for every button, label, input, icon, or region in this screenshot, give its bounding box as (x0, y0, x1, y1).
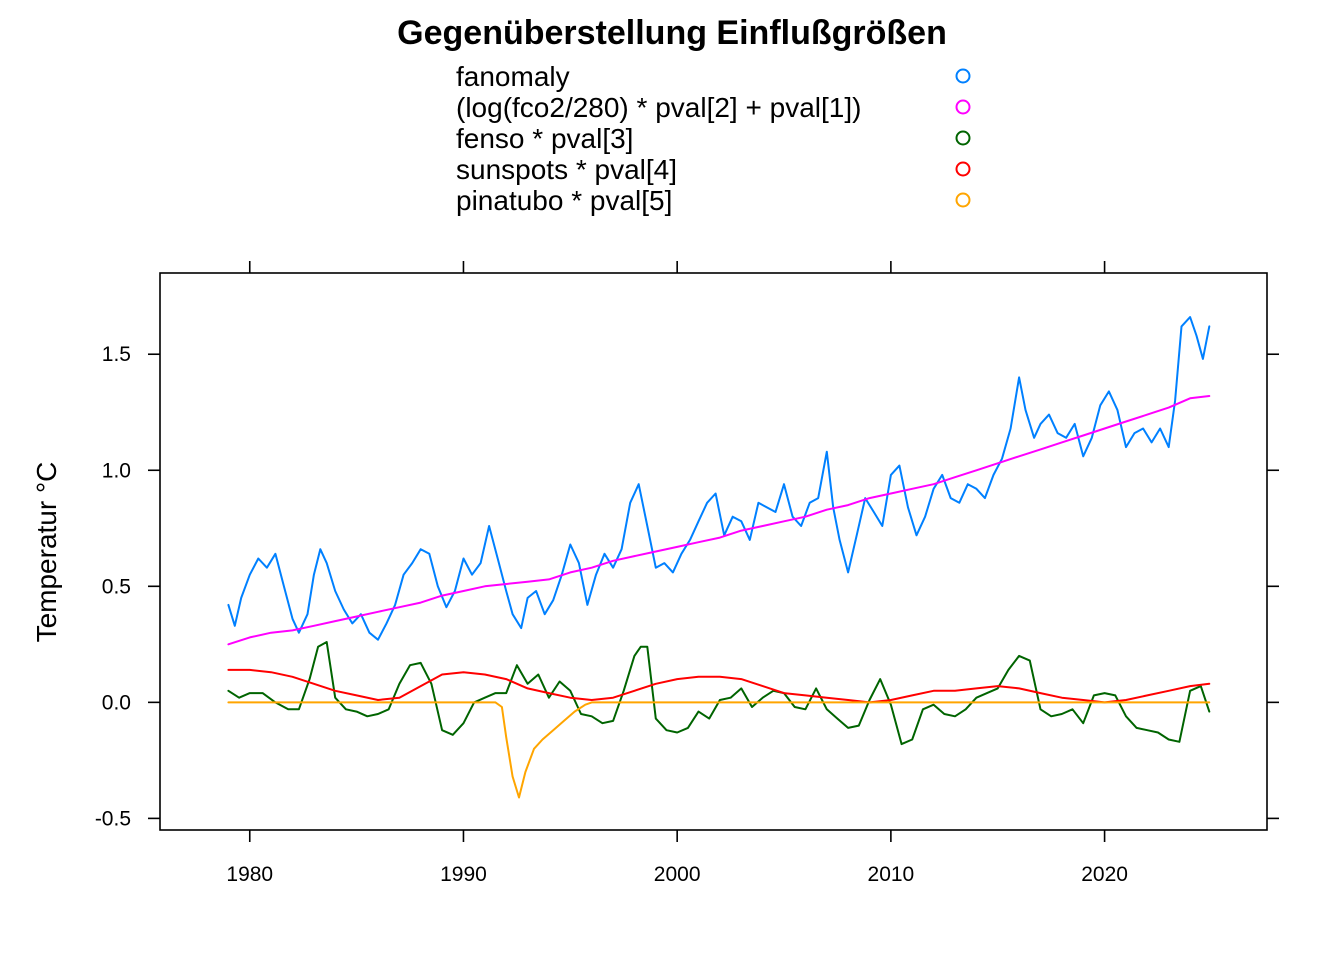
legend-label-2: fenso * pval[3] (456, 123, 633, 154)
series-line-0 (227, 316, 1211, 641)
y-tick-label: 0.0 (102, 691, 131, 714)
series-line-3 (227, 668, 1211, 704)
x-tick-label: 2020 (1081, 863, 1128, 886)
legend-label-4: pinatubo * pval[5] (456, 185, 672, 216)
y-tick-label: 1.0 (102, 459, 131, 482)
x-tick-label: 1990 (440, 863, 487, 886)
y-axis-label: Temperatur °C (31, 462, 62, 643)
series-line-4 (227, 701, 1211, 799)
legend-marker-3 (955, 161, 971, 177)
series-line-1 (227, 395, 1211, 646)
series-line-2 (227, 641, 1211, 746)
legend-label-0: fanomaly (456, 61, 570, 92)
legend-marker-1 (955, 99, 971, 115)
y-tick-label: 1.5 (102, 343, 131, 366)
legend: fanomaly(log(fco2/280) * pval[2] + pval[… (456, 61, 971, 216)
y-tick-label: -0.5 (95, 807, 131, 830)
plot-frame (159, 272, 1268, 831)
legend-marker-4 (955, 192, 971, 208)
y-tick-label: 0.5 (102, 575, 131, 598)
x-tick-label: 1980 (226, 863, 273, 886)
legend-marker-2 (955, 130, 971, 146)
legend-label-3: sunspots * pval[4] (456, 154, 677, 185)
chart-title: Gegenüberstellung Einflußgrößen (397, 14, 947, 52)
axis-ticks: 1980 1990 2000 2010 2020 -0.5 0.0 0.5 1.0 1.5 (95, 261, 1279, 886)
series-group (227, 316, 1211, 799)
x-tick-label: 2010 (868, 863, 915, 886)
x-tick-label: 2000 (654, 863, 701, 886)
legend-label-1: (log(fco2/280) * pval[2] + pval[1]) (456, 92, 861, 123)
legend-marker-0 (955, 68, 971, 84)
